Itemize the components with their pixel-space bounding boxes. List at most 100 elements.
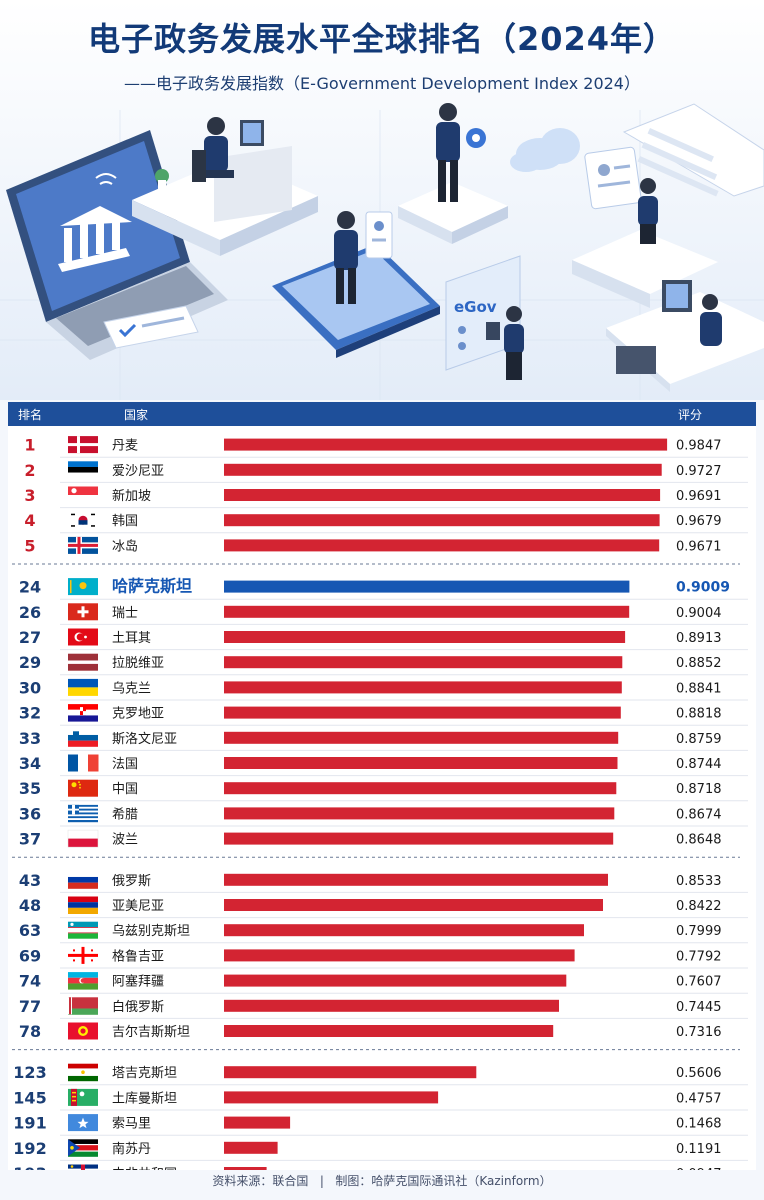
country-name: 土耳其 (112, 631, 151, 646)
georgia-flag-icon (68, 946, 98, 964)
score-label: 0.8648 (676, 833, 722, 848)
score-bar (224, 539, 660, 552)
belarus-flag-icon (68, 997, 98, 1015)
table-row: 36 希腊 0.8674 (19, 800, 748, 823)
table-row: 29 拉脱维亚 0.8852 (19, 649, 748, 672)
rank-number: 77 (19, 997, 41, 1016)
score-label: 0.8674 (676, 807, 722, 822)
score-label: 0.9847 (676, 439, 722, 454)
page-subtitle: ——电子政务发展指数（E-Government Development Inde… (124, 74, 640, 93)
score-bar (224, 605, 630, 618)
table-row: 43 俄罗斯 0.8533 (19, 871, 722, 890)
rank-number: 29 (19, 653, 41, 672)
switzerland-flag-icon (68, 603, 98, 621)
south-sudan-flag-icon (68, 1139, 98, 1157)
score-bar (224, 1167, 267, 1170)
singapore-flag-icon (68, 486, 98, 504)
score-label: 0.8759 (676, 732, 722, 747)
table-row: 123 塔吉克斯坦 0.5606 (13, 1063, 721, 1082)
rank-number: 63 (19, 921, 41, 940)
rank-number: 37 (19, 830, 41, 849)
credit-note: 制图：哈萨克国际通讯社（Kazinform） (335, 1174, 552, 1188)
laptop-icon (6, 130, 228, 360)
poland-flag-icon (67, 829, 99, 848)
score-bar (224, 974, 567, 987)
rank-number: 145 (13, 1088, 46, 1107)
score-label: 0.8744 (676, 757, 722, 772)
table-row: 74 阿塞拜疆 0.7607 (19, 967, 748, 991)
country-name: 白俄罗斯 (112, 999, 164, 1015)
column-header-score: 评分 (678, 408, 702, 422)
egov-label: eGov (454, 298, 497, 316)
score-label: 0.9679 (676, 514, 722, 529)
country-name: 亚美尼亚 (112, 899, 164, 914)
score-label: 0.1191 (676, 1142, 722, 1157)
table-row: 27 土耳其 0.8913 (19, 623, 748, 647)
rank-number: 48 (19, 896, 41, 915)
table-row: 69 格鲁吉亚 0.7792 (19, 942, 748, 965)
table-row: 193 中非共和国 0.0947 (13, 1159, 748, 1170)
score-label: 0.7792 (676, 949, 722, 964)
table-row: 3 新加坡 0.9691 (24, 481, 748, 505)
score-label: 0.9004 (676, 606, 722, 621)
country-name: 索马里 (112, 1117, 151, 1132)
score-label: 0.0947 (676, 1167, 722, 1170)
score-bar (224, 782, 617, 795)
score-bar (224, 731, 619, 744)
table-row: 32 克罗地亚 0.8818 (19, 699, 748, 723)
rank-number: 123 (13, 1063, 46, 1082)
country-name: 克罗地亚 (112, 707, 164, 722)
desk-worker-figure (132, 117, 318, 256)
rank-number: 69 (19, 946, 41, 965)
armenia-flag-icon (68, 896, 98, 914)
score-bar (224, 899, 603, 911)
tajikistan-flag-icon (68, 1063, 98, 1082)
country-name: 丹麦 (112, 439, 138, 454)
score-bar (224, 706, 621, 719)
kyrgyzstan-flag-icon (68, 1022, 98, 1040)
score-label: 0.9671 (676, 539, 722, 554)
rank-number: 34 (19, 754, 41, 773)
country-name: 塔吉克斯坦 (112, 1066, 177, 1081)
country-name: 格鲁吉亚 (112, 948, 164, 964)
rank-number: 5 (24, 536, 35, 555)
rank-number: 26 (19, 603, 41, 622)
footer: 资料来源：联合国 | 制图：哈萨克国际通讯社（Kazinform） (0, 1172, 764, 1189)
score-label: 0.7999 (676, 924, 722, 939)
score-bar (224, 1091, 439, 1104)
country-name: 爱沙尼亚 (112, 464, 164, 479)
iceland-flag-icon (68, 536, 98, 554)
office-illustration: eGov (0, 0, 764, 400)
somalia-flag-icon (68, 1114, 98, 1132)
table-row: 30 乌克兰 0.8841 (19, 674, 748, 697)
score-bar (224, 807, 615, 820)
score-label: 0.9009 (676, 580, 730, 596)
country-name: 中国 (112, 782, 138, 797)
country-name: 斯洛文尼亚 (112, 732, 177, 747)
country-name: 拉脱维亚 (112, 656, 164, 671)
table-row: 77 白俄罗斯 0.7445 (19, 992, 748, 1016)
score-bar (224, 631, 626, 643)
rank-number: 33 (19, 729, 41, 748)
table-row: 4 韩国 0.9679 (24, 507, 748, 530)
country-name: 哈萨克斯坦 (112, 577, 192, 596)
score-label: 0.1468 (676, 1117, 722, 1132)
rank-number: 24 (19, 578, 41, 597)
score-bar (224, 1141, 278, 1154)
country-name: 阿塞拜疆 (112, 974, 164, 990)
country-name: 瑞士 (112, 606, 138, 621)
score-bar (224, 489, 661, 501)
ranking-chart: 排名 国家 评分 1 丹麦 0.9847 2 爱沙尼亚 0.9727 3 新加坡 0.9691 4… (0, 400, 764, 1170)
standing-person-figure (334, 211, 393, 304)
score-bar (224, 1066, 477, 1079)
cloud-icon (510, 128, 580, 172)
checklist-card-icon (103, 305, 199, 349)
country-name: 土库曼斯坦 (112, 1090, 177, 1106)
score-label: 0.8718 (676, 782, 722, 797)
croatia-flag-icon (68, 704, 98, 722)
desk-computer-figure (606, 280, 764, 392)
score-bar (224, 580, 630, 593)
kazakhstan-flag-icon (68, 578, 98, 596)
rank-number: 36 (19, 804, 41, 823)
woman-with-tablet-figure (486, 306, 524, 380)
